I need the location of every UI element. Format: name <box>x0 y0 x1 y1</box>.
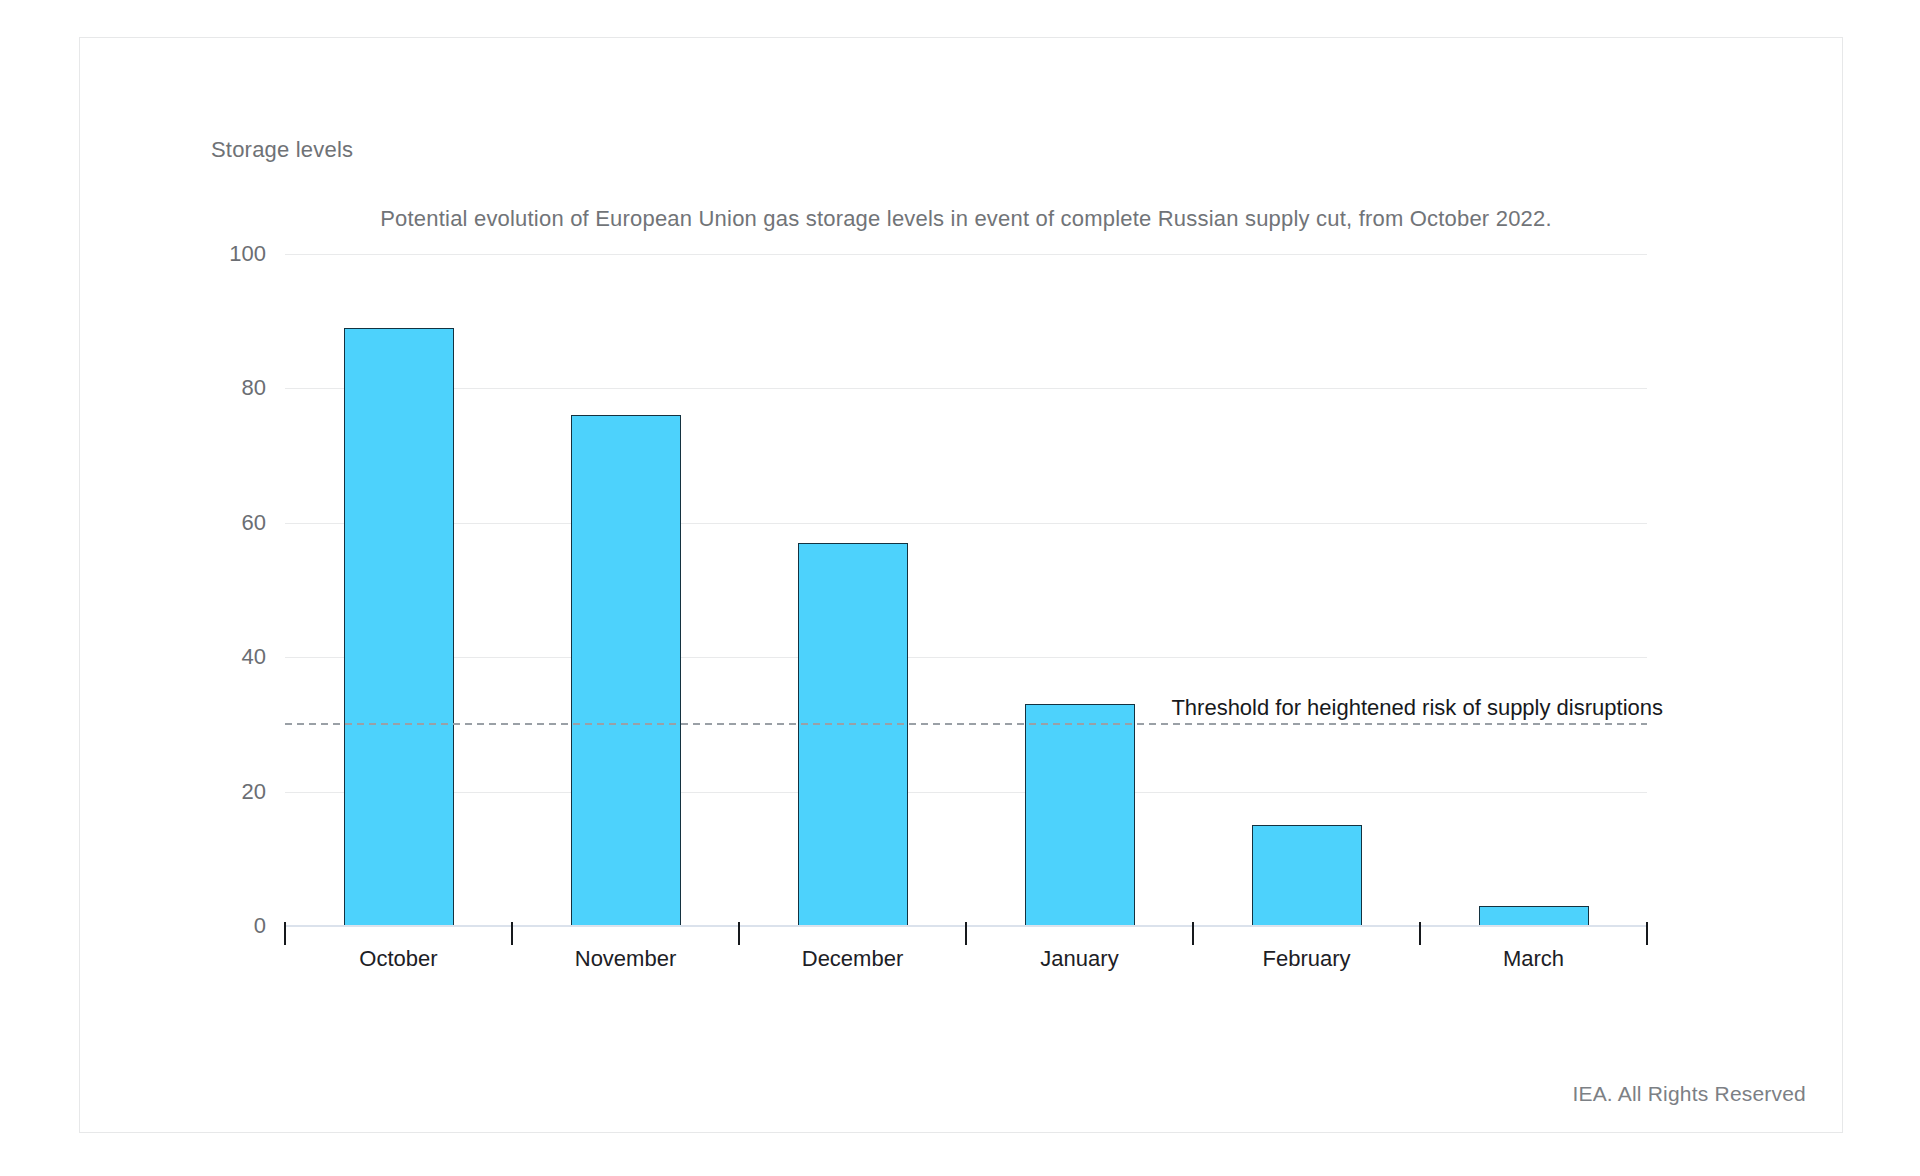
y-axis-title: Storage levels <box>211 137 353 163</box>
bar-december[interactable] <box>798 543 908 926</box>
x-axis-label-february: February <box>1193 946 1420 972</box>
bar-november[interactable] <box>571 415 681 926</box>
y-axis-label-60: 60 <box>176 512 266 534</box>
plot-area: 020406080100 Threshold for heightened ri… <box>285 254 1647 926</box>
y-axis-label-100: 100 <box>176 243 266 265</box>
y-axis-label-80: 80 <box>176 377 266 399</box>
bar-february[interactable] <box>1252 825 1362 926</box>
x-axis-tick <box>1192 922 1194 945</box>
x-axis-tick <box>511 922 513 945</box>
x-axis-tick <box>738 922 740 945</box>
threshold-label: Threshold for heightened risk of supply … <box>1171 695 1663 721</box>
x-axis-label-october: October <box>285 946 512 972</box>
bar-march[interactable] <box>1479 906 1589 926</box>
gridline-40 <box>285 657 1647 658</box>
bar-january[interactable] <box>1025 704 1135 926</box>
chart-card: Storage levels Potential evolution of Eu… <box>79 37 1843 1133</box>
x-axis-label-january: January <box>966 946 1193 972</box>
x-axis-label-december: December <box>739 946 966 972</box>
gridline-60 <box>285 523 1647 524</box>
x-axis-tick <box>284 922 286 945</box>
x-axis-tick <box>1646 922 1648 945</box>
x-axis-label-november: November <box>512 946 739 972</box>
gridline-80 <box>285 388 1647 389</box>
x-axis-label-march: March <box>1420 946 1647 972</box>
y-axis-label-0: 0 <box>176 915 266 937</box>
gridline-20 <box>285 792 1647 793</box>
y-axis-label-20: 20 <box>176 781 266 803</box>
x-axis-tick <box>1419 922 1421 945</box>
threshold-line <box>285 723 1647 725</box>
bar-october[interactable] <box>344 328 454 926</box>
copyright-text: IEA. All Rights Reserved <box>1572 1082 1806 1106</box>
chart-title: Potential evolution of European Union ga… <box>285 206 1647 232</box>
y-axis-label-40: 40 <box>176 646 266 668</box>
x-axis-tick <box>965 922 967 945</box>
gridline-100 <box>285 254 1647 255</box>
